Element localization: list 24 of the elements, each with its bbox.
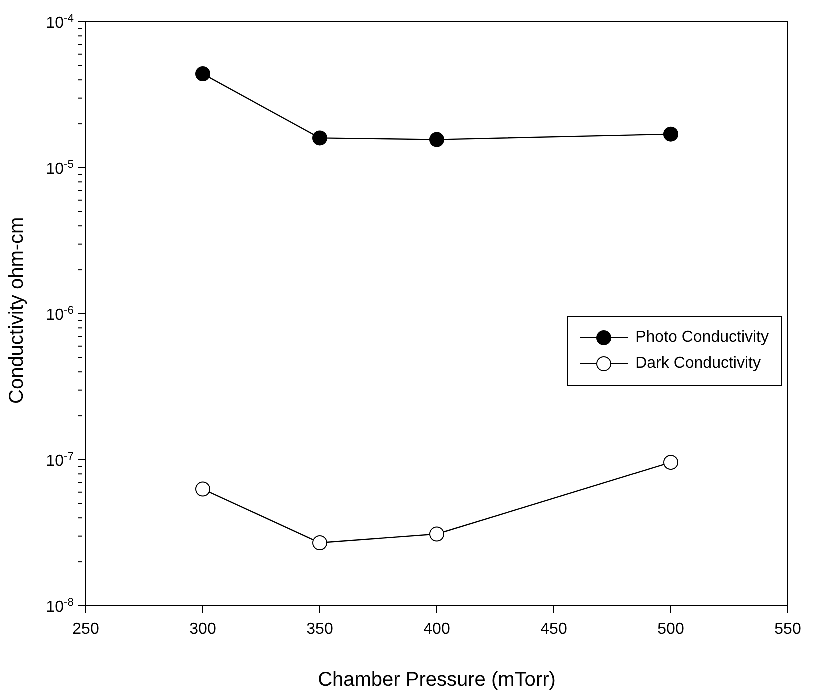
x-tick-label: 400	[424, 621, 450, 638]
x-tick-label: 350	[306, 621, 334, 638]
x-tick-label: 450	[540, 621, 568, 638]
legend-label: Dark Conductivity	[636, 355, 761, 373]
y-axis-title: Conductivity ohm-cm	[6, 217, 28, 404]
legend-label: Photo Conductivity	[636, 329, 769, 347]
y-tick-label: 10$^{-5}$	[46, 159, 74, 178]
point	[312, 130, 328, 146]
point	[312, 536, 328, 551]
y-tick-label: 10$^{-6}$	[46, 305, 74, 324]
point	[196, 66, 210, 82]
point	[430, 132, 444, 148]
y-tick-label: 10$^{-7}$	[46, 451, 74, 470]
point	[430, 526, 444, 542]
x-tick-label: 300	[190, 621, 216, 638]
point	[664, 455, 678, 470]
point	[664, 126, 678, 142]
y-tick-label: 10$^{-4}$	[46, 13, 74, 32]
point	[196, 482, 210, 497]
x-axis-title: Chamber Pressure (mTorr)	[318, 669, 556, 691]
x-tick-label: 550	[774, 621, 802, 638]
x-tick-label: 250	[72, 621, 100, 638]
y-tick-label: 10$^{-8}$	[46, 597, 74, 616]
x-tick-label: 500	[658, 621, 684, 638]
